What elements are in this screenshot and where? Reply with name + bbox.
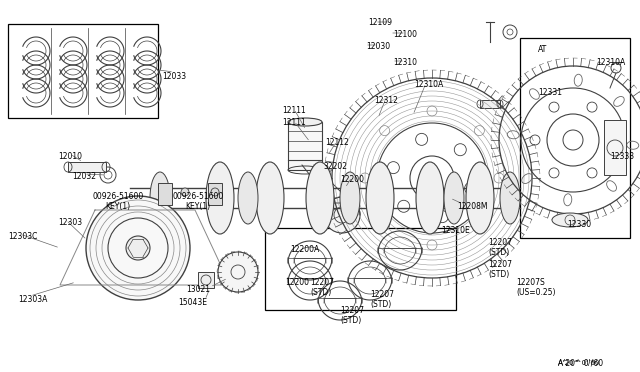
Text: A'20^ 0'/60: A'20^ 0'/60 — [558, 360, 600, 366]
Bar — [208, 183, 222, 205]
Ellipse shape — [256, 162, 284, 234]
Bar — [8, 24, 158, 118]
Text: 15043E: 15043E — [179, 298, 207, 307]
Bar — [604, 120, 626, 175]
Text: 12310A: 12310A — [596, 58, 625, 67]
Text: 12207
(STD): 12207 (STD) — [310, 278, 334, 297]
Text: 12109: 12109 — [368, 18, 392, 27]
Ellipse shape — [500, 172, 520, 224]
Text: 12310A: 12310A — [414, 80, 444, 89]
Bar — [68, 162, 106, 172]
Text: 12207
(STD): 12207 (STD) — [488, 260, 512, 279]
Bar — [520, 38, 630, 238]
Text: 00926-51600
KEY(1): 00926-51600 KEY(1) — [92, 192, 143, 211]
Text: 12100: 12100 — [393, 30, 417, 39]
Bar — [265, 228, 456, 310]
Text: 12030: 12030 — [366, 42, 390, 51]
Ellipse shape — [306, 162, 334, 234]
Text: 12208M: 12208M — [457, 202, 488, 211]
Circle shape — [218, 252, 258, 292]
Ellipse shape — [466, 162, 494, 234]
Text: 12111: 12111 — [282, 118, 306, 127]
Text: 12207S
(US=0.25): 12207S (US=0.25) — [516, 278, 556, 297]
Text: 12330: 12330 — [567, 220, 591, 229]
Ellipse shape — [416, 162, 444, 234]
Text: 12112: 12112 — [325, 138, 349, 147]
Ellipse shape — [150, 172, 170, 224]
Text: 12207
(STD): 12207 (STD) — [370, 290, 394, 310]
Circle shape — [86, 196, 190, 300]
Ellipse shape — [288, 118, 322, 126]
Text: 12303C: 12303C — [8, 232, 37, 241]
Text: 12200: 12200 — [285, 278, 309, 287]
Text: 13021: 13021 — [186, 285, 210, 294]
Ellipse shape — [444, 172, 464, 224]
Text: 12312: 12312 — [374, 96, 398, 105]
Text: 12310: 12310 — [393, 58, 417, 67]
Text: AT: AT — [538, 45, 547, 54]
Bar — [158, 183, 172, 205]
Circle shape — [181, 188, 189, 196]
Bar — [198, 272, 214, 288]
Text: 12303: 12303 — [58, 218, 82, 227]
Ellipse shape — [340, 172, 360, 224]
Text: 12333: 12333 — [610, 152, 634, 161]
Bar — [288, 122, 322, 170]
Text: 12331: 12331 — [538, 88, 562, 97]
Text: 12033: 12033 — [162, 72, 186, 81]
Circle shape — [324, 197, 360, 233]
Text: 12010: 12010 — [58, 152, 82, 161]
Text: 12310E: 12310E — [441, 226, 470, 235]
Ellipse shape — [206, 162, 234, 234]
Ellipse shape — [366, 162, 394, 234]
Text: 12111: 12111 — [282, 106, 306, 115]
Circle shape — [211, 188, 219, 196]
Ellipse shape — [238, 172, 258, 224]
Text: 12032: 12032 — [72, 172, 96, 181]
Text: A'20^ 0'/60: A'20^ 0'/60 — [558, 358, 603, 367]
Bar — [480, 100, 500, 108]
Text: 00926-51600
KEY(1): 00926-51600 KEY(1) — [172, 192, 223, 211]
Text: 12207
(STD): 12207 (STD) — [488, 238, 512, 257]
Ellipse shape — [552, 213, 588, 227]
Text: 12200: 12200 — [340, 175, 364, 184]
Text: 12207
(STD): 12207 (STD) — [340, 306, 364, 326]
Circle shape — [126, 236, 150, 260]
Text: 32202: 32202 — [323, 162, 347, 171]
Text: 12303A: 12303A — [18, 295, 47, 304]
Text: 12200A: 12200A — [290, 245, 319, 254]
